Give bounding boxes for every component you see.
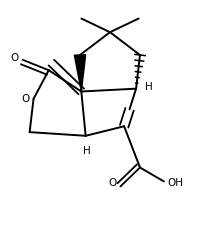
Text: H: H <box>145 82 153 92</box>
Text: O: O <box>108 177 117 188</box>
Text: O: O <box>11 53 19 63</box>
Text: H: H <box>83 146 91 156</box>
Text: OH: OH <box>167 177 183 188</box>
Polygon shape <box>74 55 86 92</box>
Text: O: O <box>21 94 29 104</box>
